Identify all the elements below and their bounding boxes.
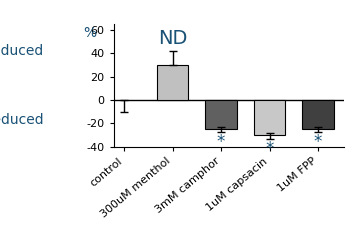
Bar xyxy=(302,100,334,129)
Text: reduced: reduced xyxy=(0,113,44,127)
Bar xyxy=(157,65,189,100)
Text: *: * xyxy=(314,133,322,151)
Text: ND: ND xyxy=(158,29,187,48)
Text: *: * xyxy=(266,140,274,158)
Bar xyxy=(205,100,237,129)
Bar xyxy=(254,100,285,135)
Text: %: % xyxy=(83,26,97,40)
Text: *: * xyxy=(217,133,225,151)
Text: induced: induced xyxy=(0,44,44,58)
